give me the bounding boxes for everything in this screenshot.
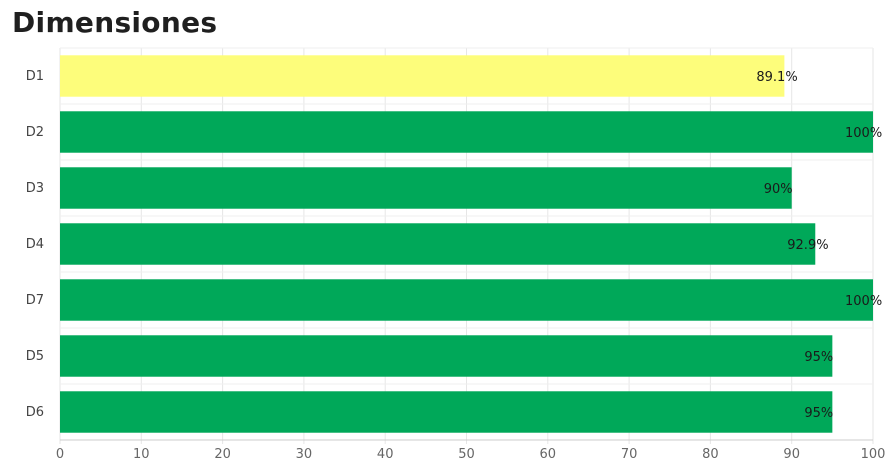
x-tick-label: 100 <box>861 447 886 460</box>
bar[interactable] <box>60 279 873 321</box>
x-tick-label: 70 <box>621 447 638 460</box>
bar[interactable] <box>60 55 785 97</box>
x-tick-label: 10 <box>133 447 150 460</box>
bar[interactable] <box>60 391 833 433</box>
data-label: 100% <box>845 126 882 141</box>
x-tick-label: 50 <box>458 447 475 460</box>
y-tick-label: D3 <box>26 181 44 196</box>
data-label: 100% <box>845 294 882 309</box>
y-tick-label: D2 <box>26 125 44 140</box>
data-label: 90% <box>764 182 793 197</box>
data-label: 95% <box>804 406 833 421</box>
x-tick-label: 90 <box>783 447 800 460</box>
data-label: 95% <box>804 350 833 365</box>
x-tick-label: 0 <box>56 447 64 460</box>
x-tick-label: 40 <box>377 447 394 460</box>
x-tick-label: 60 <box>540 447 557 460</box>
x-tick-label: 80 <box>702 447 719 460</box>
y-tick-label: D5 <box>26 349 44 364</box>
x-tick-label: 30 <box>296 447 313 460</box>
bar[interactable] <box>60 111 873 153</box>
y-tick-label: D7 <box>26 293 44 308</box>
data-label: 92.9% <box>787 238 828 253</box>
chart-title: Dimensiones <box>12 6 218 39</box>
x-tick-label: 20 <box>214 447 231 460</box>
y-tick-label: D4 <box>26 237 44 252</box>
bar[interactable] <box>60 167 792 209</box>
data-label: 89.1% <box>756 70 797 85</box>
y-tick-label: D6 <box>26 405 44 420</box>
y-tick-label: D1 <box>26 69 44 84</box>
bar[interactable] <box>60 335 833 377</box>
bar[interactable] <box>60 223 816 265</box>
